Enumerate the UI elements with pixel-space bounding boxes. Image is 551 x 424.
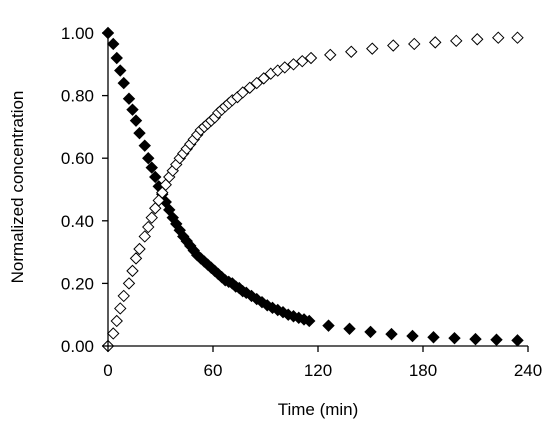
open-diamond-point — [366, 42, 379, 55]
open-diamond-point — [114, 302, 127, 315]
filled-diamond-point — [107, 37, 120, 51]
open-diamond-point — [345, 45, 358, 58]
filled-diamond-point — [145, 161, 158, 174]
open-diamond-point — [142, 220, 155, 234]
open-diamond-point — [324, 48, 337, 62]
filled-diamond-point — [133, 126, 146, 140]
y-tick-label: 0.60 — [61, 149, 94, 168]
filled-diamond-point — [303, 314, 316, 328]
open-diamond-point — [492, 31, 505, 44]
open-diamond-point — [117, 289, 130, 303]
open-diamond-point — [471, 33, 484, 46]
open-diamond-point — [408, 37, 421, 51]
filled-diamond-point — [322, 319, 335, 332]
open-diamond-point — [133, 242, 146, 256]
filled-diamond-point — [126, 103, 139, 116]
y-ticks: 0.00 0.20 0.40 0.60 0.80 1.00 — [61, 24, 108, 356]
filled-diamond-point — [448, 331, 461, 345]
y-tick-label: 0.80 — [61, 87, 94, 106]
y-tick-label: 1.00 — [61, 24, 94, 43]
filled-diamond-point — [114, 64, 127, 77]
open-diamond-point — [296, 54, 309, 68]
x-tick-label: 120 — [304, 361, 332, 380]
open-diamond-point — [122, 277, 136, 290]
open-diamond-point — [110, 314, 123, 328]
filled-diamond-point — [110, 51, 123, 65]
filled-diamond-point — [122, 92, 136, 105]
filled-diamond-point — [138, 139, 151, 152]
filled-diamond-point — [469, 332, 482, 346]
x-tick-label: 180 — [409, 361, 437, 380]
x-tick-label: 240 — [514, 361, 542, 380]
filled-diamond-point — [117, 76, 130, 90]
open-diamond-point — [107, 327, 120, 340]
y-tick-label: 0.40 — [61, 212, 94, 231]
filled-diamond-point — [343, 322, 356, 335]
filled-diamond-point — [142, 151, 155, 165]
x-tick-label: 60 — [204, 361, 223, 380]
open-diamond-point — [278, 61, 291, 74]
open-diamond-point — [287, 58, 300, 71]
filled-diamond-point — [385, 327, 398, 341]
x-ticks: 0 60 120 180 240 — [103, 346, 542, 380]
open-diamond-point — [126, 264, 139, 278]
filled-diamond-point — [364, 325, 377, 339]
x-tick-label: 0 — [103, 361, 112, 380]
y-axis-title: Normalized concentration — [8, 91, 27, 284]
y-tick-label: 0.00 — [61, 337, 94, 356]
filled-diamond-point — [490, 333, 503, 346]
filled-diamond-point — [149, 170, 162, 184]
open-diamond-point — [129, 252, 143, 265]
filled-diamond-point — [427, 331, 440, 344]
open-diamond-point — [429, 36, 442, 49]
filled-diamond-point — [511, 334, 524, 347]
x-axis-title: Time (min) — [278, 400, 359, 419]
open-diamond-point — [145, 211, 158, 224]
data-points — [101, 26, 524, 353]
open-diamond-point — [304, 51, 318, 65]
filled-diamond-point — [129, 114, 143, 127]
open-diamond-point — [511, 31, 524, 44]
y-tick-label: 0.20 — [61, 274, 94, 293]
open-diamond-point — [387, 39, 400, 52]
open-diamond-point — [138, 230, 151, 243]
open-diamond-point — [450, 34, 463, 48]
filled-diamond-point — [406, 329, 419, 343]
